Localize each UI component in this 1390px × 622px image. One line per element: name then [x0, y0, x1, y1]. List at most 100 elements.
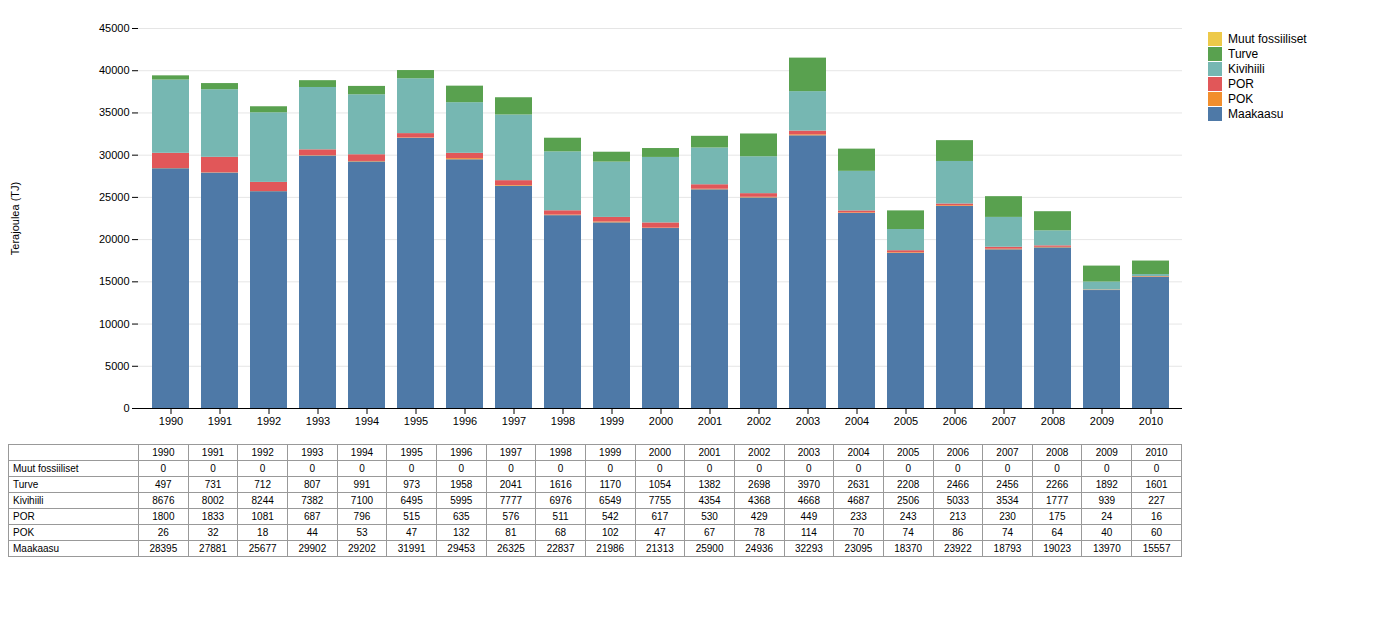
html-text:1382: 1382	[698, 479, 721, 490]
html-text:2041: 2041	[499, 479, 522, 490]
html-text:2631: 2631	[847, 479, 870, 490]
svg-text:1990: 1990	[159, 415, 183, 427]
svg-text:1994: 1994	[355, 415, 379, 427]
svg-text:1997: 1997	[502, 415, 526, 427]
svg-text:25000: 25000	[99, 191, 130, 203]
html-text:Maakaasu: Maakaasu	[1228, 107, 1284, 121]
html-text:2698: 2698	[748, 479, 771, 490]
html-text:1958: 1958	[450, 479, 473, 490]
html-text:Turve: Turve	[13, 479, 39, 490]
html-text:2007: 2007	[996, 447, 1019, 458]
html-text:8676: 8676	[152, 495, 175, 506]
html-text:8002: 8002	[201, 495, 225, 506]
svg-text:45000: 45000	[99, 22, 130, 34]
html-text:5033: 5033	[946, 495, 969, 506]
html-text:Kivihiili: Kivihiili	[1228, 62, 1265, 76]
html-text:Kivihiili: Kivihiili	[13, 495, 44, 506]
html-text:4668: 4668	[797, 495, 820, 506]
html-text:1992: 1992	[251, 447, 274, 458]
html-text:2208: 2208	[897, 479, 920, 490]
svg-text:0: 0	[123, 402, 129, 414]
svg-text:2005: 2005	[894, 415, 918, 427]
svg-text:2003: 2003	[796, 415, 820, 427]
svg-text:35000: 35000	[99, 106, 130, 118]
svg-text:1993: 1993	[306, 415, 330, 427]
html-text:Muut fossiiliset: Muut fossiiliset	[1228, 32, 1307, 46]
html-text:7382: 7382	[301, 495, 324, 506]
html-text:1616: 1616	[549, 479, 572, 490]
html-text:1997: 1997	[499, 447, 522, 458]
html-text:497: 497	[155, 479, 172, 490]
html-text:POR: POR	[1228, 77, 1254, 91]
html-text:712: 712	[254, 479, 271, 490]
html-text:6976: 6976	[549, 495, 572, 506]
html-text:731: 731	[204, 479, 222, 490]
html-text:4687: 4687	[847, 495, 870, 506]
svg-text:10000: 10000	[99, 318, 130, 330]
html-text:2004: 2004	[847, 447, 870, 458]
svg-text:1995: 1995	[404, 415, 428, 427]
html-text:5995: 5995	[450, 495, 473, 506]
html-text:1170: 1170	[599, 479, 621, 490]
svg-text:2009: 2009	[1090, 415, 1114, 427]
html-text:2003: 2003	[797, 447, 820, 458]
html-text:2002: 2002	[748, 447, 771, 458]
html-text:2506: 2506	[897, 495, 920, 506]
svg-text:2006: 2006	[943, 415, 967, 427]
html-text:973: 973	[403, 479, 420, 490]
html-text:7755: 7755	[648, 495, 671, 506]
svg-text:30000: 30000	[99, 149, 130, 161]
html-text:4354: 4354	[698, 495, 721, 506]
html-text:3970: 3970	[797, 479, 820, 490]
html-text:2266: 2266	[1046, 479, 1069, 490]
html-text:Muut fossiiliset: Muut fossiiliset	[13, 463, 79, 474]
html-text:2009: 2009	[1095, 447, 1118, 458]
html-text:2005: 2005	[897, 447, 920, 458]
svg-text:2001: 2001	[698, 415, 722, 427]
svg-text:1996: 1996	[453, 415, 477, 427]
html-text:1995: 1995	[400, 447, 423, 458]
svg-text:20000: 20000	[99, 233, 130, 245]
svg-text:2010: 2010	[1139, 415, 1163, 427]
html-text:2001: 2001	[698, 447, 721, 458]
html-text:1996: 1996	[450, 447, 473, 458]
svg-text:1991: 1991	[208, 415, 232, 427]
html-text:POK: POK	[1228, 92, 1254, 106]
svg-text:Terajoulea (TJ): Terajoulea (TJ)	[9, 182, 21, 255]
svg-text:40000: 40000	[99, 64, 130, 76]
html-text:1892: 1892	[1095, 479, 1118, 490]
html-text:Turve: Turve	[1228, 47, 1259, 61]
html-text:2456: 2456	[996, 479, 1019, 490]
svg-text:5000: 5000	[105, 360, 129, 372]
html-text:1601: 1601	[1145, 479, 1168, 490]
svg-text:2002: 2002	[747, 415, 771, 427]
svg-text:2008: 2008	[1041, 415, 1065, 427]
html-text:2008: 2008	[1046, 447, 1069, 458]
svg-text:15000: 15000	[99, 275, 130, 287]
html-text:1999: 1999	[599, 447, 622, 458]
svg-text:2004: 2004	[845, 415, 869, 427]
html-text:1991: 1991	[201, 447, 225, 458]
html-text:8244: 8244	[251, 495, 274, 506]
html-text:1990: 1990	[152, 447, 175, 458]
html-text:1054: 1054	[648, 479, 671, 490]
html-text:1994: 1994	[350, 447, 374, 458]
html-text:7100: 7100	[350, 495, 374, 506]
svg-text:1999: 1999	[600, 415, 624, 427]
html-text:991: 991	[353, 479, 371, 490]
html-text:7777: 7777	[499, 495, 522, 506]
html-text:1998: 1998	[549, 447, 572, 458]
svg-text:1992: 1992	[257, 415, 281, 427]
html-text:6549: 6549	[599, 495, 622, 506]
html-text:1993: 1993	[301, 447, 324, 458]
svg-text:2007: 2007	[992, 415, 1016, 427]
html-text:6495: 6495	[400, 495, 423, 506]
html-text:2466: 2466	[946, 479, 969, 490]
html-text:2010: 2010	[1145, 447, 1168, 458]
svg-text:2000: 2000	[649, 415, 673, 427]
html-text:4368: 4368	[748, 495, 771, 506]
svg-text:1998: 1998	[551, 415, 575, 427]
html-text:2000: 2000	[648, 447, 671, 458]
html-text:2006: 2006	[946, 447, 969, 458]
html-text:807: 807	[304, 479, 321, 490]
